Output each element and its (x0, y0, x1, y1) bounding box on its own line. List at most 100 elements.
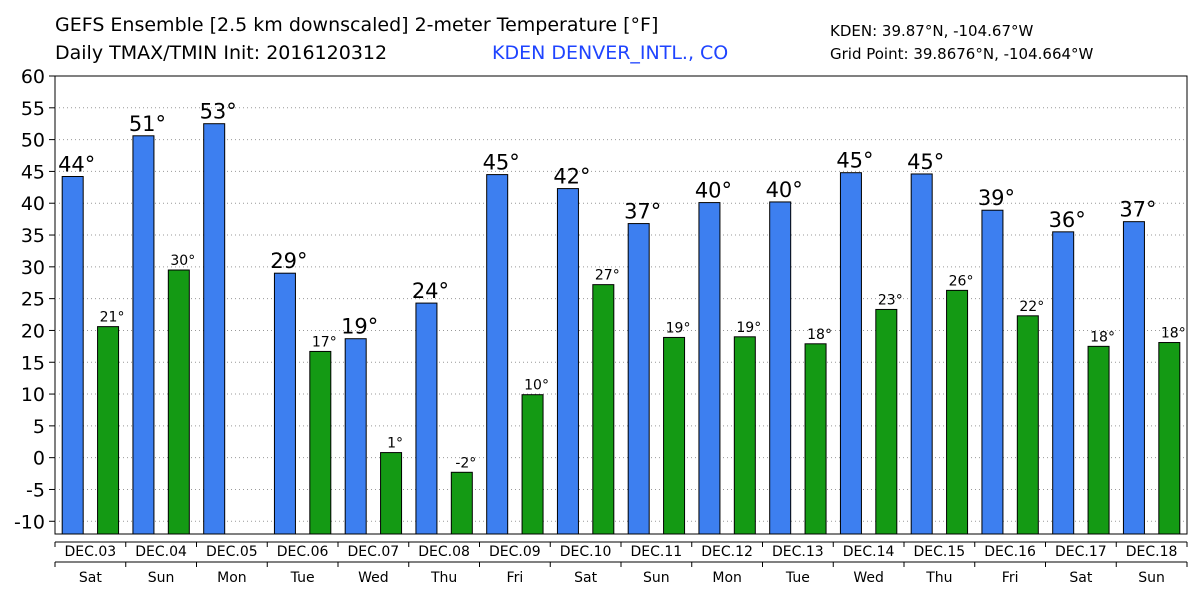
date-label: DEC.15 (914, 544, 966, 560)
date-label: DEC.13 (772, 544, 824, 560)
tmax-value-label: 40° (766, 178, 803, 202)
weekday-label: Sat (574, 570, 597, 586)
y-tick-label: 0 (33, 448, 45, 470)
tmin-value-label: 18° (1090, 329, 1115, 345)
tmin-bar (1016, 315, 1039, 535)
tmin-bar (804, 343, 827, 535)
tmin-bar (663, 336, 686, 535)
tmax-bar (839, 172, 862, 535)
date-label: DEC.10 (560, 544, 612, 560)
tmax-bar (627, 223, 650, 535)
tmin-bar (1158, 342, 1181, 535)
date-label: DEC.06 (277, 544, 329, 560)
tmax-bar (910, 173, 933, 535)
tmax-bar (486, 174, 509, 535)
y-tick-label: 60 (21, 66, 45, 88)
y-tick-label: 40 (21, 193, 45, 215)
tmin-bar (521, 394, 544, 535)
weekday-label: Mon (712, 570, 742, 586)
y-tick-label: 5 (33, 416, 45, 438)
tmin-value-label: 27° (595, 268, 620, 284)
tmin-value-label: 19° (736, 320, 761, 336)
tmax-value-label: 45° (836, 149, 873, 173)
date-label: DEC.04 (135, 544, 187, 560)
weekday-label: Wed (853, 570, 884, 586)
tmin-bar (167, 269, 190, 535)
date-label: DEC.08 (418, 544, 470, 560)
tmin-value-label: 26° (949, 273, 974, 289)
tmin-value-label: 18° (1161, 326, 1186, 342)
tmax-value-label: 45° (907, 150, 944, 174)
tmax-value-label: 51° (129, 112, 166, 136)
tmin-bar (592, 284, 615, 535)
weekday-label: Thu (430, 570, 457, 586)
y-tick-label: -10 (14, 511, 45, 533)
date-label: DEC.16 (984, 544, 1036, 560)
tmin-bar (733, 336, 756, 535)
tmax-bar (769, 201, 792, 535)
tmax-value-label: 24° (412, 279, 449, 303)
station-coordinates: KDEN: 39.87°N, -104.67°W (830, 22, 1034, 40)
grid-point-coordinates: Grid Point: 39.8676°N, -104.664°W (830, 45, 1094, 63)
tmax-value-label: 37° (1119, 198, 1156, 222)
date-label: DEC.05 (206, 544, 258, 560)
weekday-label: Tue (785, 570, 810, 586)
weekday-label: Thu (925, 570, 952, 586)
station-name: KDEN DENVER_INTL., CO (492, 42, 729, 64)
tmin-bar (380, 452, 403, 535)
tmin-value-label: 30° (170, 253, 195, 269)
tmax-value-label: 39° (978, 186, 1015, 210)
chart-subtitle: Daily TMAX/TMIN Init: 2016120312 (55, 42, 388, 64)
weekday-label: Wed (358, 570, 389, 586)
tmin-bar (97, 326, 120, 535)
tmin-value-label: 23° (878, 292, 903, 308)
tmin-value-label: 10° (524, 378, 549, 394)
tmax-value-label: 36° (1049, 208, 1086, 232)
tmin-bar (946, 289, 969, 535)
tmax-value-label: 53° (200, 100, 237, 124)
y-tick-label: 20 (21, 320, 45, 342)
tmax-bar (344, 338, 367, 535)
tmax-bar (61, 176, 84, 535)
tmax-bar (1122, 221, 1145, 535)
tmin-value-label: 21° (100, 310, 125, 326)
weekday-label: Sat (1069, 570, 1092, 586)
plot-frame (54, 75, 1188, 535)
tmin-bar (450, 471, 473, 535)
weekday-label: Mon (217, 570, 247, 586)
tmax-bar (698, 202, 721, 535)
date-label: DEC.11 (631, 544, 683, 560)
tmax-value-label: 44° (58, 153, 95, 177)
y-tick-label: 25 (21, 289, 45, 311)
tmin-value-label: 19° (666, 320, 691, 336)
tmax-bar (1052, 231, 1075, 535)
tmax-bar (415, 302, 438, 535)
date-label: DEC.17 (1055, 544, 1107, 560)
date-label: DEC.12 (701, 544, 753, 560)
tmax-bar (273, 272, 296, 535)
weekday-label: Fri (507, 570, 524, 586)
y-tick-label: 45 (21, 161, 45, 183)
y-tick-label: 10 (21, 384, 45, 406)
weekday-label: Sun (1138, 570, 1165, 586)
weekday-label: Fri (1002, 570, 1019, 586)
tmax-value-label: 45° (483, 151, 520, 175)
tmin-value-label: 22° (1019, 299, 1044, 315)
y-tick-label: 15 (21, 352, 45, 374)
weekday-label: Sun (643, 570, 670, 586)
y-tick-label: 30 (21, 257, 45, 279)
tmax-bar (556, 188, 579, 535)
date-label: DEC.09 (489, 544, 541, 560)
chart-title: GEFS Ensemble [2.5 km downscaled] 2-mete… (55, 14, 659, 36)
tmin-value-label: -2° (455, 455, 476, 471)
tmin-bar (309, 350, 332, 535)
y-tick-label: -5 (26, 479, 45, 501)
tmin-value-label: 18° (807, 327, 832, 343)
tmin-bar (875, 308, 898, 535)
date-label: DEC.14 (843, 544, 895, 560)
weekday-label: Sun (148, 570, 175, 586)
tmax-bar (203, 123, 226, 535)
date-label: DEC.07 (348, 544, 400, 560)
tmax-value-label: 37° (624, 200, 661, 224)
